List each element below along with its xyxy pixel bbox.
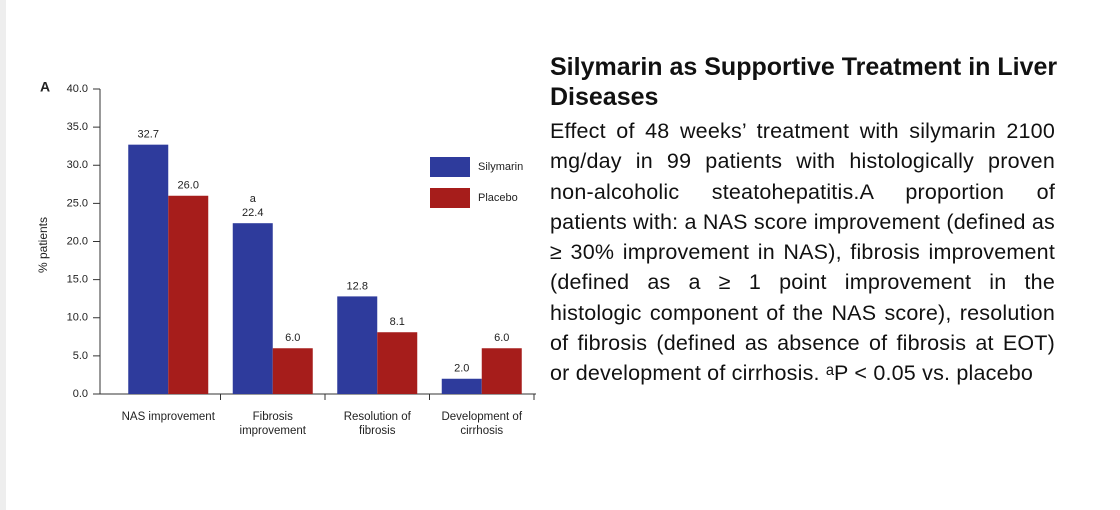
caption-body: Effect of 48 weeks’ treatment with silym… [550, 119, 1055, 386]
y-axis-label: % patients [36, 217, 50, 273]
x-tick-label: NAS improvement [121, 411, 215, 423]
bar [481, 348, 522, 394]
value-label: 8.1 [390, 316, 405, 328]
annotation: a [250, 193, 257, 205]
y-tick-label: 35.0 [67, 121, 88, 133]
bar [168, 195, 209, 394]
bar [128, 144, 169, 394]
y-tick-label: 25.0 [67, 197, 88, 209]
legend-swatch [430, 157, 470, 177]
bar [272, 348, 313, 394]
y-tick-label: 15.0 [67, 274, 88, 286]
left-border [0, 0, 6, 510]
x-tick-label: Development of cirrhosis [441, 411, 523, 437]
value-label: 6.0 [285, 332, 300, 344]
y-tick-label: 30.0 [67, 159, 88, 171]
panel-label: A [40, 79, 50, 95]
caption-title: Silymarin as Supportive Treatment in Liv… [550, 53, 1058, 111]
bar [337, 296, 378, 394]
value-label: 12.8 [347, 280, 368, 292]
value-label: 26.0 [178, 180, 199, 192]
y-tick-label: 40.0 [67, 83, 88, 95]
bar [377, 332, 418, 394]
y-tick-label: 20.0 [67, 235, 88, 247]
y-tick-label: 0.0 [73, 388, 88, 400]
x-tick-label: Resolution of fibrosis [343, 411, 411, 437]
value-label: 6.0 [494, 332, 509, 344]
value-label: 32.7 [138, 129, 159, 141]
legend-swatch [430, 188, 470, 208]
value-label: 2.0 [454, 363, 469, 375]
value-label: 22.4 [242, 207, 263, 219]
bar [232, 223, 273, 394]
legend-label: Placebo [478, 192, 518, 204]
bar [441, 378, 482, 394]
y-tick-label: 10.0 [67, 312, 88, 324]
y-tick-label: 5.0 [73, 350, 88, 362]
x-tick-label: Fibrosis improvement [239, 411, 306, 437]
legend-label: Silymarin [478, 161, 523, 173]
